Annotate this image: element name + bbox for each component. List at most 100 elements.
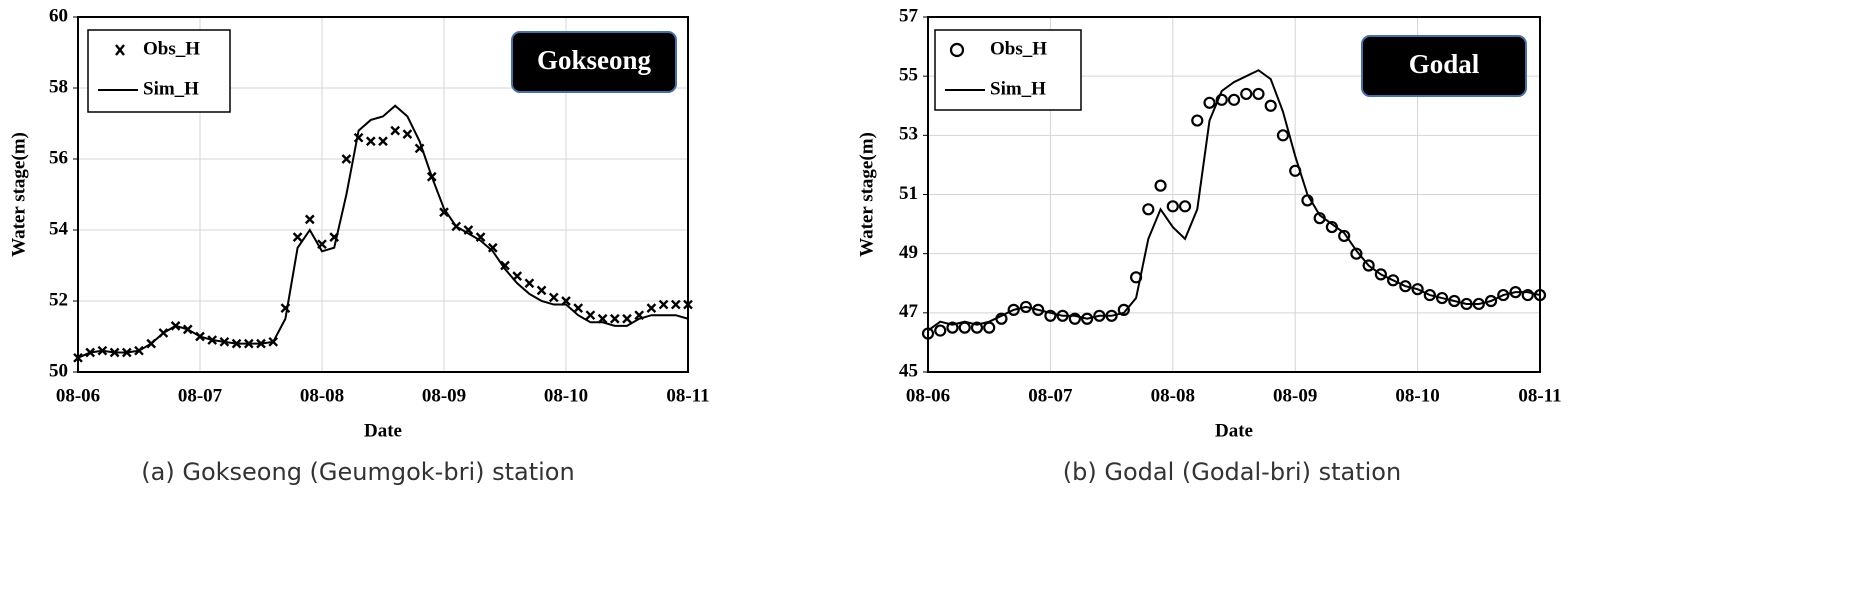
obs-marker xyxy=(487,242,498,253)
legend-label: Obs_H xyxy=(990,38,1047,59)
annotation-box xyxy=(511,31,677,93)
obs-marker xyxy=(1411,283,1424,296)
legend-label: Sim_H xyxy=(990,78,1046,99)
obs-marker xyxy=(1007,303,1020,316)
obs-marker xyxy=(970,321,984,334)
obs-marker xyxy=(524,278,535,289)
obs-marker xyxy=(1154,179,1167,192)
y-tick-label: 52 xyxy=(49,289,68,310)
obs-marker xyxy=(1117,303,1130,316)
sim-line xyxy=(927,69,1541,332)
obs-marker xyxy=(548,292,559,303)
obs-marker xyxy=(573,303,584,313)
obs-marker xyxy=(622,313,632,324)
annotation: Gokseong xyxy=(537,45,652,75)
plot-frame xyxy=(77,16,689,373)
y-axis-label: Water stage(m) xyxy=(8,132,29,257)
x-tick-label: 08-08 xyxy=(300,385,344,406)
x-axis-label: Date xyxy=(364,420,402,441)
obs-marker xyxy=(683,299,693,310)
obs-marker xyxy=(1387,274,1400,287)
obs-marker xyxy=(390,125,401,136)
obs-marker xyxy=(292,232,303,242)
y-tick-label: 50 xyxy=(49,360,68,381)
legend-swatch xyxy=(115,44,125,56)
obs-marker xyxy=(341,154,352,164)
obs-marker xyxy=(609,313,620,324)
obs-marker xyxy=(1215,93,1228,106)
y-axis-label: Water stage(m) xyxy=(856,132,877,257)
obs-marker xyxy=(1203,96,1216,109)
y-tick-label: 54 xyxy=(49,218,69,239)
annotation: Godal xyxy=(1409,49,1480,79)
x-tick-label: 08-11 xyxy=(666,385,709,406)
x-tick-label: 08-08 xyxy=(1151,385,1195,406)
legend-label: Obs_H xyxy=(143,38,200,59)
y-tick-label: 53 xyxy=(899,124,918,145)
obs-marker xyxy=(1252,87,1265,101)
obs-marker xyxy=(658,299,669,310)
y-tick-label: 51 xyxy=(899,183,918,204)
legend-label: Sim_H xyxy=(143,78,199,99)
obs-marker xyxy=(1264,99,1277,112)
obs-marker xyxy=(1484,294,1498,308)
x-tick-label: 08-10 xyxy=(1395,385,1439,406)
obs-marker xyxy=(1448,294,1461,308)
obs-marker xyxy=(1191,114,1204,127)
obs-marker xyxy=(921,327,935,340)
obs-marker xyxy=(1374,268,1387,281)
legend-box xyxy=(87,29,231,113)
caption: (a) Gokseong (Geumgok-bri) station xyxy=(141,458,574,486)
obs-marker xyxy=(536,285,547,296)
y-tick-label: 45 xyxy=(899,360,918,381)
plot-frame xyxy=(927,16,1541,373)
x-tick-label: 08-11 xyxy=(1518,385,1561,406)
obs-marker xyxy=(1068,312,1081,325)
obs-marker xyxy=(1435,291,1449,305)
y-tick-label: 58 xyxy=(49,76,68,97)
y-tick-label: 57 xyxy=(899,5,919,26)
y-tick-label: 60 xyxy=(49,5,68,26)
obs-marker xyxy=(439,207,449,218)
obs-marker xyxy=(1362,259,1375,272)
obs-marker xyxy=(1227,93,1241,106)
x-tick-label: 08-06 xyxy=(906,385,950,406)
obs-marker xyxy=(946,321,959,334)
obs-marker xyxy=(585,310,596,321)
obs-marker xyxy=(1240,87,1253,101)
y-tick-label: 49 xyxy=(899,242,918,263)
obs-marker xyxy=(1399,280,1412,293)
obs-marker xyxy=(1142,203,1155,216)
obs-marker xyxy=(304,214,315,225)
obs-marker xyxy=(934,324,947,337)
obs-marker xyxy=(1533,288,1547,302)
y-tick-label: 55 xyxy=(899,65,918,86)
obs-marker xyxy=(1081,312,1094,325)
obs-marker xyxy=(378,136,388,147)
obs-marker xyxy=(1166,200,1179,213)
x-tick-label: 08-07 xyxy=(1028,385,1073,406)
obs-marker xyxy=(500,260,510,271)
x-tick-label: 08-10 xyxy=(544,385,588,406)
x-tick-label: 08-07 xyxy=(178,385,223,406)
legend-swatch xyxy=(949,42,965,58)
obs-marker xyxy=(1276,129,1290,142)
obs-marker xyxy=(670,299,681,310)
obs-marker xyxy=(1497,288,1510,302)
obs-marker xyxy=(1178,200,1192,213)
y-tick-label: 56 xyxy=(49,147,68,168)
obs-marker xyxy=(1044,309,1057,322)
x-tick-label: 08-09 xyxy=(1273,385,1317,406)
obs-marker xyxy=(1350,247,1363,260)
caption: (b) Godal (Godal-bri) station xyxy=(1063,458,1401,486)
x-axis-label: Date xyxy=(1215,420,1253,441)
sim-line xyxy=(77,104,689,359)
obs-marker xyxy=(402,129,413,139)
obs-marker xyxy=(1019,300,1033,314)
x-tick-label: 08-06 xyxy=(56,385,100,406)
x-tick-label: 08-09 xyxy=(422,385,466,406)
obs-marker xyxy=(646,303,657,313)
obs-marker xyxy=(1338,229,1351,243)
obs-marker xyxy=(365,136,376,147)
